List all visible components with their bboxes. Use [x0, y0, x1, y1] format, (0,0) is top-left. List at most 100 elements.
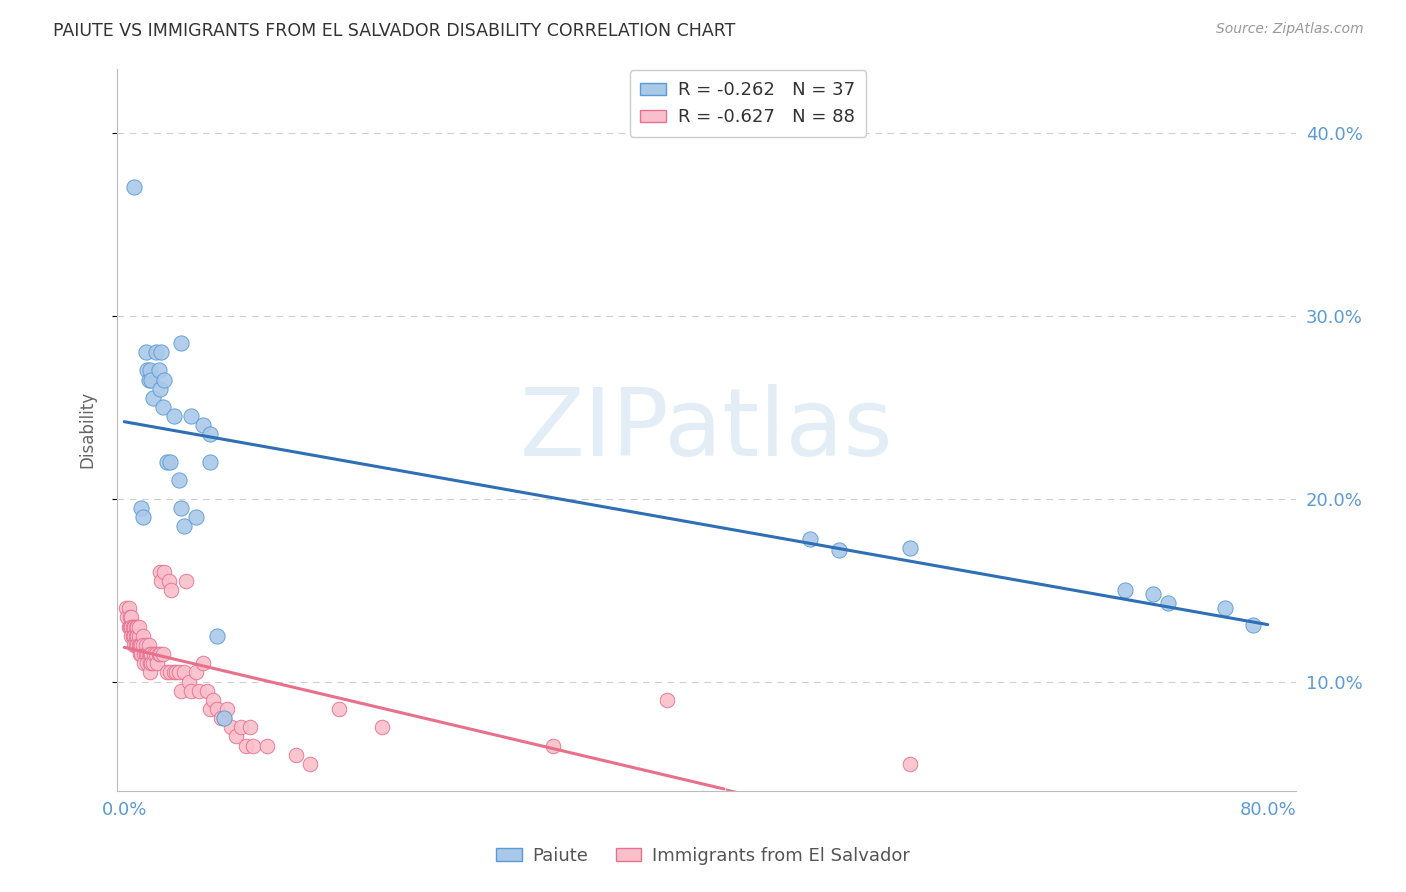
Point [122, 629, 145, 643]
Point [128, 638, 150, 652]
Point [127, 619, 149, 633]
Point [128, 619, 150, 633]
Point [898, 541, 921, 555]
Point [125, 619, 148, 633]
Text: Source: ZipAtlas.com: Source: ZipAtlas.com [1216, 22, 1364, 37]
Point [191, 657, 214, 671]
Point [139, 665, 162, 680]
Point [142, 391, 165, 405]
Point [231, 720, 253, 734]
Point [657, 693, 679, 707]
Point [256, 739, 278, 753]
Point [159, 455, 181, 469]
Point [170, 683, 193, 698]
Point [120, 610, 142, 624]
Point [138, 647, 160, 661]
Point [134, 647, 156, 661]
Point [135, 345, 157, 359]
Point [120, 619, 142, 633]
Point [128, 629, 150, 643]
Point [148, 363, 170, 377]
Point [541, 739, 564, 753]
Point [214, 711, 236, 725]
Point [118, 619, 141, 633]
Point [1156, 596, 1178, 610]
Point [121, 629, 143, 643]
Point [132, 638, 155, 652]
Point [187, 683, 209, 698]
Point [145, 647, 167, 661]
Point [174, 574, 197, 588]
Point [138, 373, 160, 387]
Point [205, 702, 228, 716]
Point [150, 574, 173, 588]
Point [284, 747, 307, 762]
Point [198, 427, 221, 442]
Point [152, 400, 174, 414]
Point [152, 647, 174, 661]
Point [1213, 601, 1236, 615]
Point [125, 638, 148, 652]
Point [117, 601, 139, 615]
Legend: Paiute, Immigrants from El Salvador: Paiute, Immigrants from El Salvador [489, 840, 917, 872]
Point [214, 711, 236, 725]
Point [141, 647, 163, 661]
Point [191, 418, 214, 433]
Point [150, 345, 173, 359]
Point [136, 647, 159, 661]
Point [177, 674, 200, 689]
Point [139, 657, 162, 671]
Point [163, 665, 186, 680]
Point [114, 601, 136, 615]
Point [138, 638, 160, 652]
Point [239, 720, 262, 734]
Point [120, 629, 142, 643]
Point [127, 629, 149, 643]
Point [184, 509, 207, 524]
Point [145, 345, 167, 359]
Point [209, 711, 232, 725]
Point [299, 756, 322, 771]
Point [117, 619, 139, 633]
Point [205, 629, 228, 643]
Point [198, 702, 221, 716]
Point [129, 647, 152, 661]
Point [149, 382, 172, 396]
Point [163, 409, 186, 424]
Point [115, 610, 138, 624]
Point [157, 574, 180, 588]
Point [242, 739, 264, 753]
Point [131, 638, 153, 652]
Point [225, 730, 247, 744]
Point [160, 582, 183, 597]
Point [122, 619, 145, 633]
Point [129, 638, 152, 652]
Point [121, 619, 143, 633]
Point [156, 455, 179, 469]
Point [148, 647, 170, 661]
Point [135, 647, 157, 661]
Point [131, 647, 153, 661]
Point [184, 665, 207, 680]
Point [201, 693, 224, 707]
Point [134, 657, 156, 671]
Point [198, 455, 221, 469]
Point [125, 629, 148, 643]
Point [165, 665, 187, 680]
Point [180, 683, 202, 698]
Point [195, 683, 218, 698]
Point [170, 500, 193, 515]
Point [221, 720, 243, 734]
Point [828, 542, 851, 557]
Point [370, 720, 392, 734]
Point [142, 657, 165, 671]
Point [167, 473, 190, 487]
Point [131, 500, 153, 515]
Point [235, 739, 257, 753]
Point [170, 336, 193, 351]
Point [122, 638, 145, 652]
Point [132, 629, 155, 643]
Point [153, 373, 176, 387]
Point [149, 647, 172, 661]
Point [217, 702, 239, 716]
